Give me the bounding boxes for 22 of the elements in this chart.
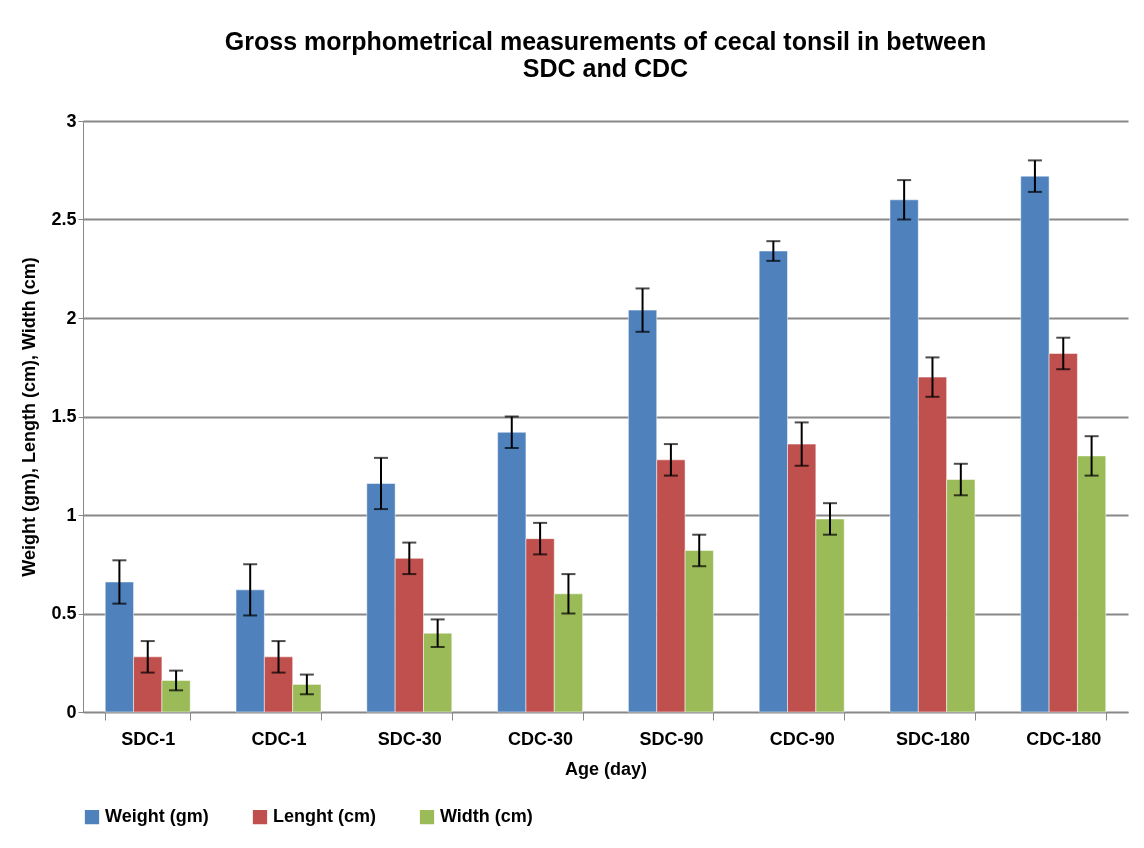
y-tick-label: 2.5 xyxy=(51,209,77,229)
y-tick-label: 0 xyxy=(66,701,77,722)
text: Gross morphometrical measurements of cecal tonsil in between xyxy=(224,27,987,55)
y-tick-label: 0.5 xyxy=(51,603,77,623)
x-tick-label: SDC-90 xyxy=(639,728,704,749)
text: SDC and CDC xyxy=(522,54,689,82)
y-tick-label: 3 xyxy=(66,110,77,131)
legend-label: Lenght (cm) xyxy=(273,806,376,827)
legend-label: Width (cm) xyxy=(440,806,533,827)
legend-label: Weight (gm) xyxy=(105,806,209,827)
x-tick-label: SDC-1 xyxy=(121,728,176,749)
x-tick-label: SDC-180 xyxy=(895,728,970,749)
y-tick-label: 1 xyxy=(66,504,77,525)
x-tick-label: CDC-30 xyxy=(508,728,574,749)
x-tick-label: CDC-90 xyxy=(769,728,835,749)
y-tick-label: 1.5 xyxy=(51,406,77,426)
x-tick-label: SDC-30 xyxy=(377,728,442,749)
x-tick-label: CDC-180 xyxy=(1026,728,1102,749)
x-tick-label: CDC-1 xyxy=(251,728,307,749)
y-tick-label: 2 xyxy=(66,307,77,328)
x-axis-title: Age (day) xyxy=(564,758,648,779)
y-axis-title: Weight (gm), Length (cm), Width (cm) xyxy=(19,257,40,577)
